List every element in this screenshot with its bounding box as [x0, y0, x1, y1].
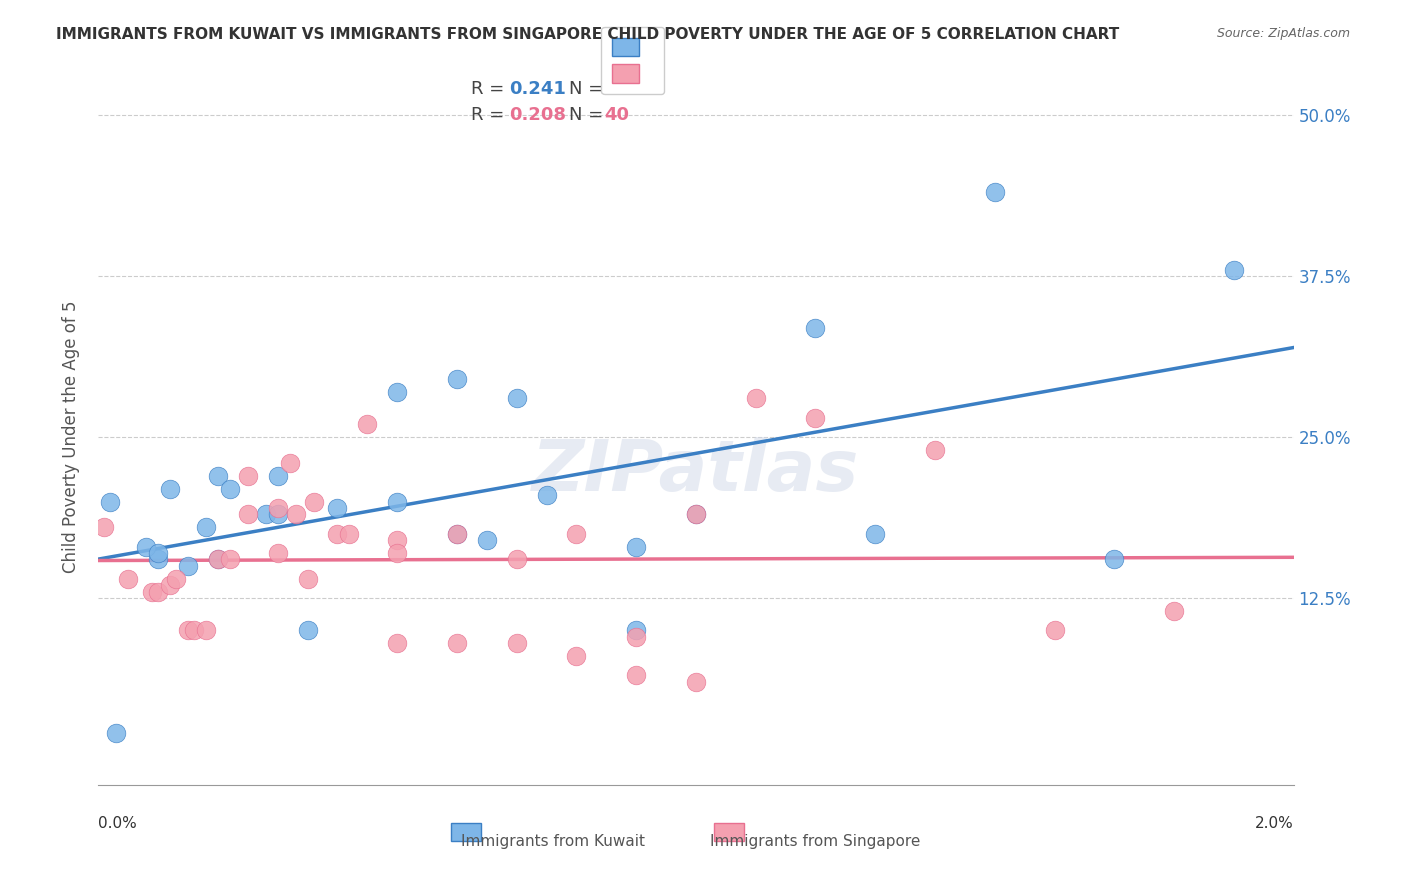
Point — [385, 533, 409, 548]
Point — [626, 630, 648, 644]
Point — [1223, 262, 1246, 277]
Point — [267, 546, 290, 560]
Text: 31: 31 — [605, 79, 630, 97]
Point — [302, 494, 325, 508]
Y-axis label: Child Poverty Under the Age of 5: Child Poverty Under the Age of 5 — [62, 301, 80, 574]
Point — [626, 668, 648, 682]
Point — [565, 649, 588, 664]
Text: N =: N = — [569, 106, 609, 124]
Point — [446, 636, 468, 650]
Point — [1104, 552, 1126, 566]
Point — [148, 546, 170, 560]
Point — [326, 500, 349, 515]
Point — [446, 372, 468, 386]
Point — [141, 584, 163, 599]
Point — [385, 384, 409, 399]
Point — [339, 526, 360, 541]
Point — [219, 552, 242, 566]
Point — [506, 636, 529, 650]
Point — [207, 468, 229, 483]
Point — [219, 482, 242, 496]
Point — [745, 392, 768, 406]
Point — [506, 392, 529, 406]
Legend: , : , — [602, 27, 664, 95]
Point — [626, 624, 648, 638]
Text: Immigrants from Singapore: Immigrants from Singapore — [710, 834, 921, 848]
Point — [685, 674, 707, 689]
Point — [207, 552, 229, 566]
Point — [195, 520, 218, 534]
Point — [105, 726, 128, 740]
Point — [183, 624, 205, 638]
Point — [278, 456, 301, 470]
Point — [865, 526, 887, 541]
Point — [159, 578, 181, 592]
Text: R =: R = — [471, 79, 510, 97]
Point — [297, 572, 319, 586]
Point — [804, 410, 827, 425]
Point — [195, 624, 218, 638]
Point — [385, 546, 409, 560]
Point — [165, 572, 187, 586]
Text: 2.0%: 2.0% — [1254, 816, 1294, 831]
Text: R =: R = — [471, 106, 510, 124]
Point — [446, 526, 468, 541]
FancyBboxPatch shape — [714, 823, 744, 840]
Text: Immigrants from Kuwait: Immigrants from Kuwait — [461, 834, 644, 848]
Text: 0.241: 0.241 — [509, 79, 565, 97]
Point — [685, 508, 707, 522]
Point — [685, 508, 707, 522]
Point — [385, 494, 409, 508]
Point — [236, 508, 259, 522]
FancyBboxPatch shape — [451, 823, 481, 840]
Point — [1043, 624, 1066, 638]
Point — [284, 508, 307, 522]
Point — [93, 520, 115, 534]
Point — [924, 442, 946, 457]
Point — [267, 508, 290, 522]
Text: ZIPatlas: ZIPatlas — [533, 437, 859, 507]
Point — [297, 624, 319, 638]
Point — [177, 558, 200, 573]
Point — [177, 624, 200, 638]
Text: 0.208: 0.208 — [509, 106, 567, 124]
Point — [117, 572, 139, 586]
Text: N =: N = — [569, 79, 609, 97]
Point — [135, 540, 157, 554]
Text: Source: ZipAtlas.com: Source: ZipAtlas.com — [1216, 27, 1350, 40]
Point — [1163, 604, 1185, 618]
Point — [626, 540, 648, 554]
Point — [385, 636, 409, 650]
Point — [506, 552, 529, 566]
Point — [475, 533, 498, 548]
Point — [148, 552, 170, 566]
Point — [446, 526, 468, 541]
Text: 0.0%: 0.0% — [98, 816, 138, 831]
Point — [804, 320, 827, 334]
Point — [356, 417, 378, 432]
Text: 40: 40 — [605, 106, 630, 124]
Point — [267, 500, 290, 515]
Text: IMMIGRANTS FROM KUWAIT VS IMMIGRANTS FROM SINGAPORE CHILD POVERTY UNDER THE AGE : IMMIGRANTS FROM KUWAIT VS IMMIGRANTS FRO… — [56, 27, 1119, 42]
Point — [254, 508, 277, 522]
Point — [207, 552, 229, 566]
Point — [565, 526, 588, 541]
Point — [536, 488, 558, 502]
Point — [148, 584, 170, 599]
Point — [159, 482, 181, 496]
Point — [984, 186, 1007, 200]
Point — [236, 468, 259, 483]
Point — [326, 526, 349, 541]
Point — [98, 494, 122, 508]
Point — [267, 468, 290, 483]
